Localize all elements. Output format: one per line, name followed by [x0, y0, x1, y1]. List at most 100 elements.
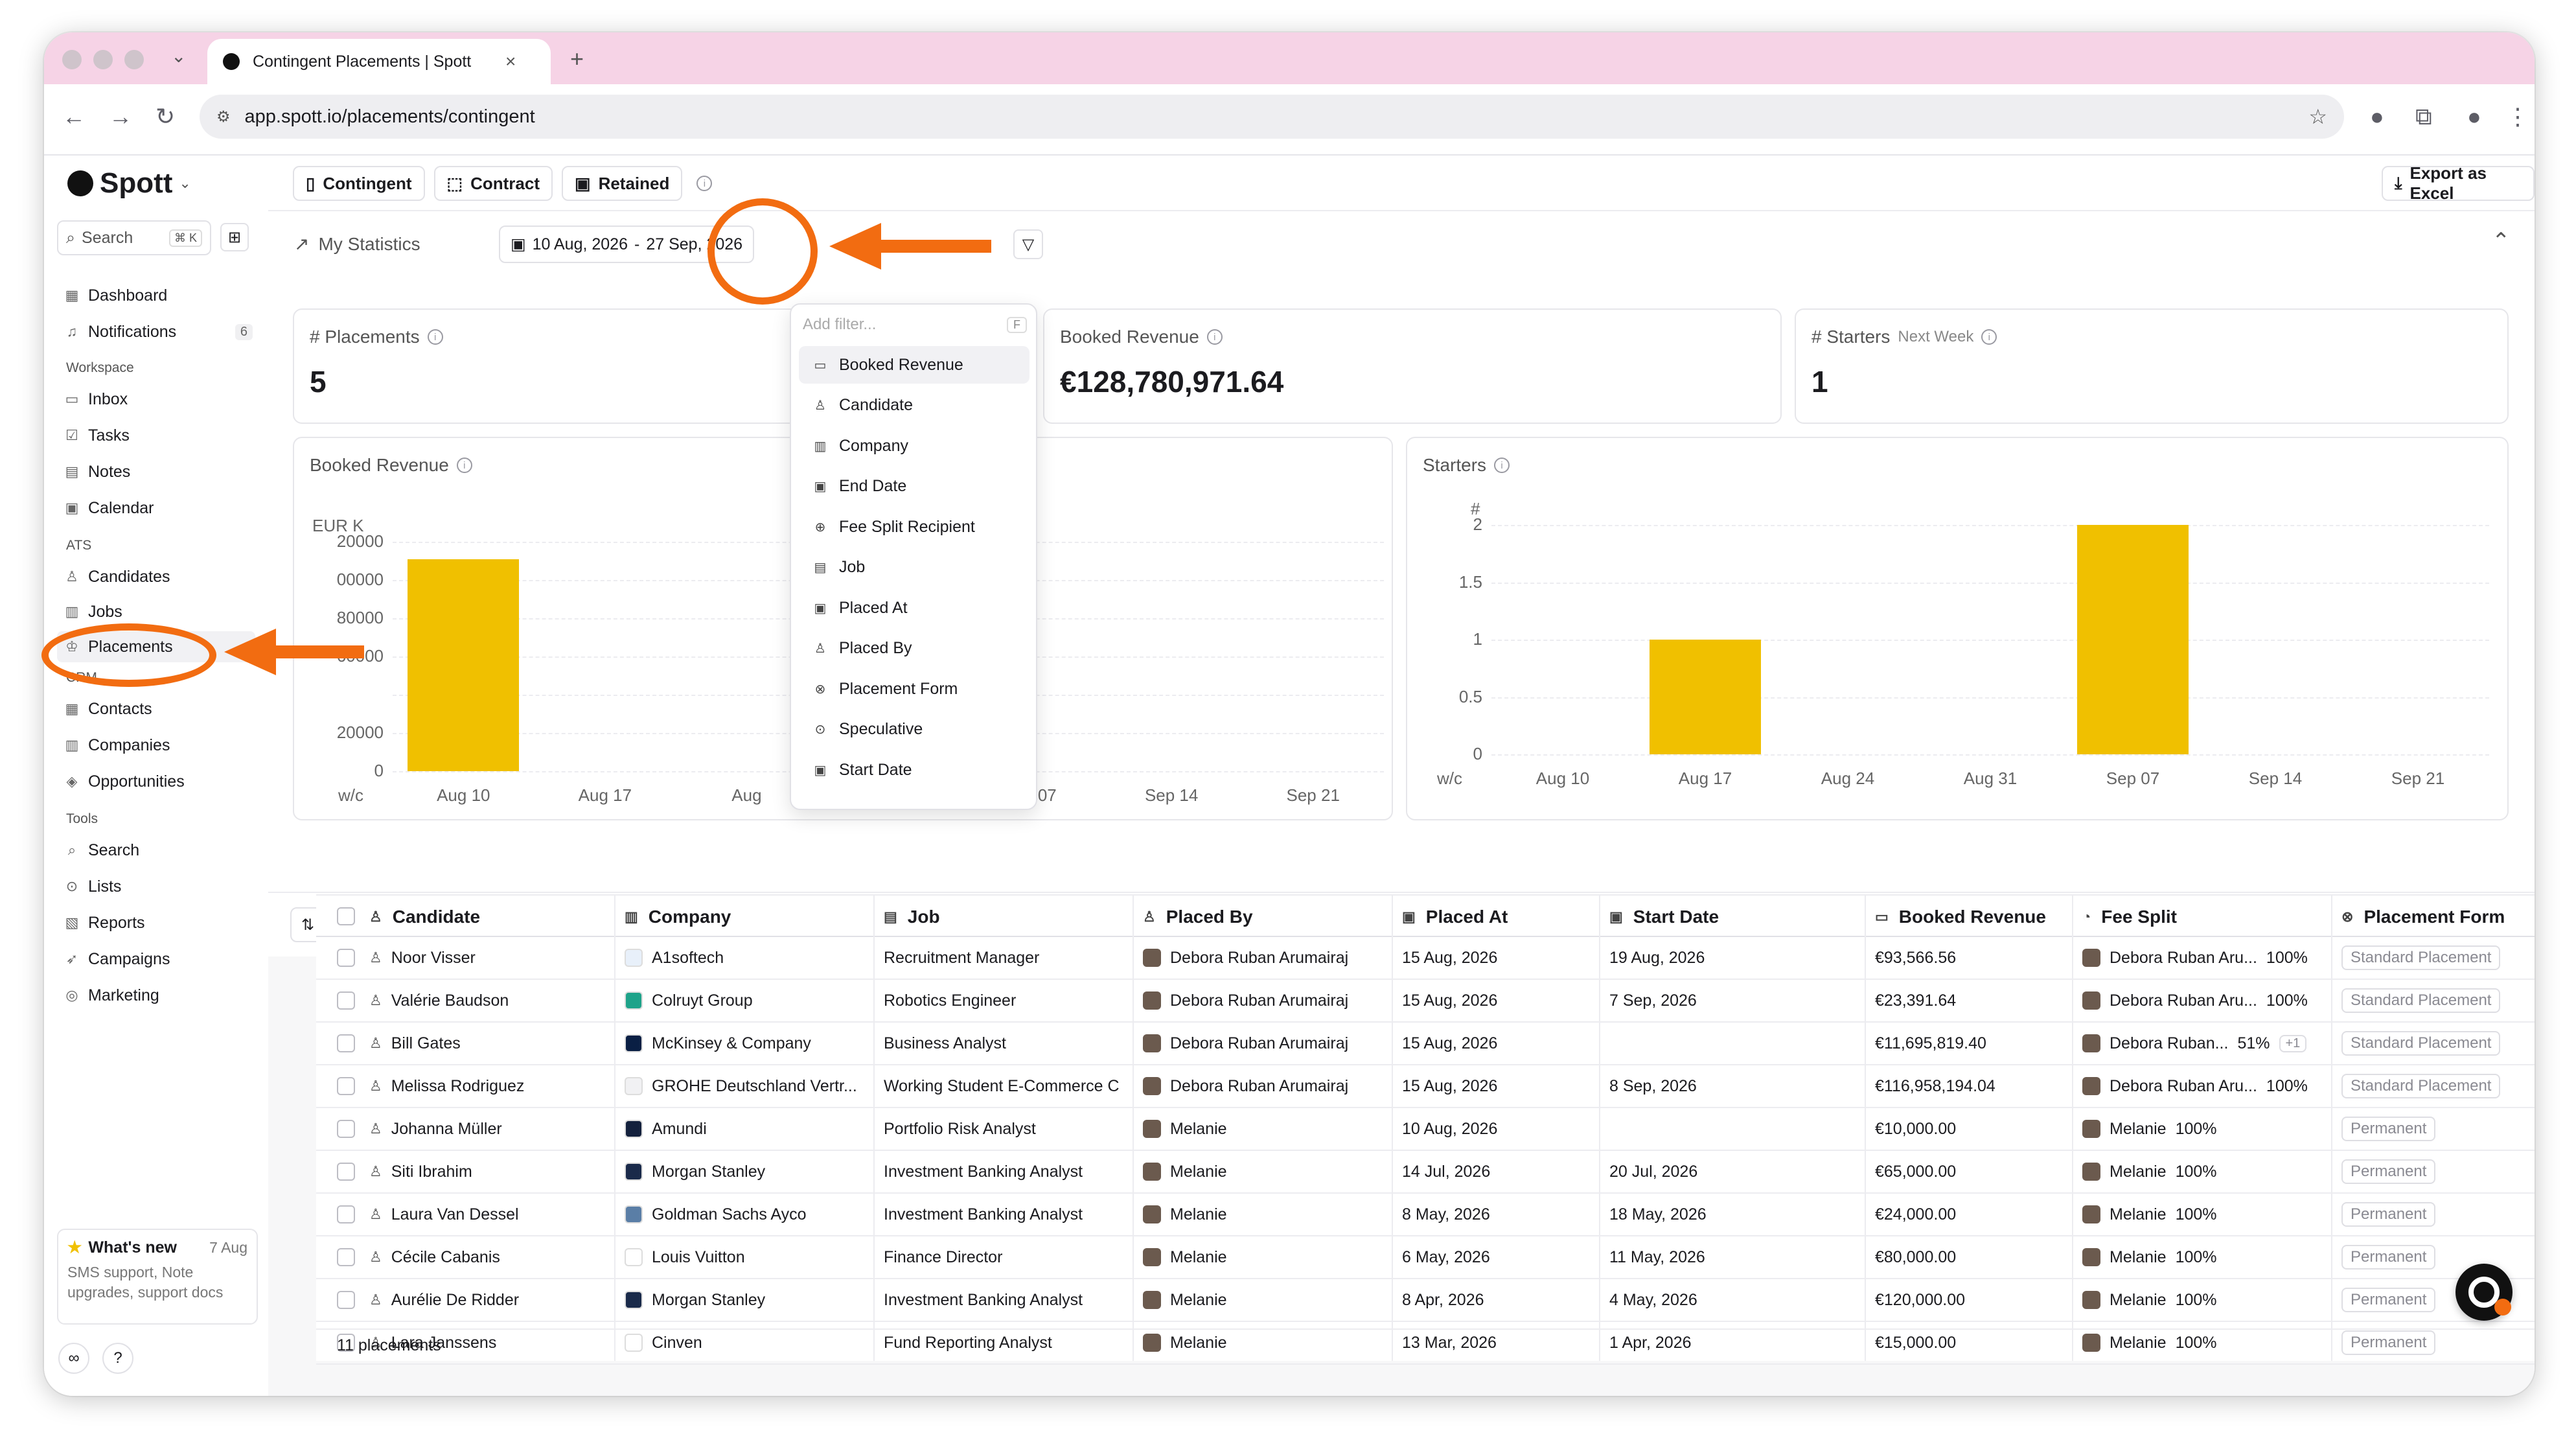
- table-row[interactable]: ♙ Laura Van Dessel Goldman Sachs Ayco Inves…: [316, 1194, 2535, 1236]
- sidebar-item-search[interactable]: ⌕ Search: [65, 835, 139, 866]
- sidebar-item-dashboard[interactable]: ▦ Dashboard: [65, 280, 168, 311]
- column-header-placement-form[interactable]: ⊗ Placement Form: [2331, 896, 2535, 938]
- sidebar-item-calendar[interactable]: ▣ Calendar: [65, 493, 154, 524]
- tab-contract[interactable]: ⬚ Contract: [433, 166, 553, 201]
- site-settings-icon[interactable]: ⚙: [216, 108, 231, 126]
- sidebar-item-lists[interactable]: ⊙ Lists: [65, 871, 122, 902]
- filter-option-start-date[interactable]: ▣ Start Date: [799, 751, 1029, 789]
- maximize-window-button[interactable]: [124, 50, 144, 69]
- link-icon[interactable]: ∞: [58, 1343, 89, 1374]
- info-icon[interactable]: i: [456, 458, 472, 473]
- column-header-fee-split[interactable]: ◔ Fee Split: [2072, 896, 2331, 938]
- select-all-checkbox[interactable]: [337, 907, 355, 925]
- info-icon[interactable]: i: [427, 329, 443, 345]
- sidebar-item-tasks[interactable]: ☑ Tasks: [65, 420, 130, 451]
- filter-option-placed-by[interactable]: ♙ Placed By: [799, 630, 1029, 667]
- filter-option-company[interactable]: ▥ Company: [799, 427, 1029, 465]
- row-checkbox[interactable]: [337, 949, 355, 967]
- column-header-placed-at[interactable]: ▣ Placed At: [1392, 896, 1599, 938]
- bar-aug-17[interactable]: [1650, 640, 1761, 754]
- collapse-chevron-icon[interactable]: ⌃: [2492, 229, 2511, 253]
- table-row[interactable]: ♙ Siti Ibrahim Morgan Stanley Investment Ba…: [316, 1151, 2535, 1194]
- puzzle-icon[interactable]: ⧉: [2415, 103, 2432, 130]
- tabs-info-icon[interactable]: i: [691, 166, 713, 201]
- placement-form-badge[interactable]: Standard Placement: [2341, 1074, 2501, 1098]
- row-checkbox[interactable]: [337, 1163, 355, 1181]
- row-checkbox[interactable]: [337, 1120, 355, 1138]
- table-row[interactable]: ♙ Noor Visser A1softech Recruitment Manager…: [316, 937, 2535, 980]
- sidebar-item-notes[interactable]: ▤ Notes: [65, 456, 131, 487]
- profile-icon[interactable]: ●: [2467, 103, 2481, 130]
- table-row[interactable]: ♙ Cécile Cabanis Louis Vuitton Finance Dire…: [316, 1236, 2535, 1279]
- bar-aug-10[interactable]: [408, 559, 520, 771]
- bookmark-star-icon[interactable]: ☆: [2308, 105, 2327, 128]
- sidebar-item-candidates[interactable]: ♙ Candidates: [65, 561, 170, 592]
- placement-form-badge[interactable]: Permanent: [2341, 1330, 2436, 1355]
- browser-tab[interactable]: Contingent Placements | Spott ×: [207, 39, 551, 84]
- filter-option-booked-revenue[interactable]: ▭ Booked Revenue: [799, 346, 1029, 384]
- column-header-start-date[interactable]: ▣ Start Date: [1599, 896, 1865, 938]
- table-row[interactable]: ♙ Johanna Müller Amundi Portfolio Risk Anal…: [316, 1108, 2535, 1151]
- row-checkbox[interactable]: [337, 991, 355, 1010]
- row-checkbox[interactable]: [337, 1291, 355, 1309]
- placement-form-badge[interactable]: Permanent: [2341, 1288, 2436, 1312]
- tab-retained[interactable]: ▣ Retained: [561, 166, 683, 201]
- row-checkbox[interactable]: [337, 1034, 355, 1052]
- placement-form-badge[interactable]: Permanent: [2341, 1159, 2436, 1184]
- placement-form-badge[interactable]: Standard Placement: [2341, 945, 2501, 970]
- tab-contingent[interactable]: ▯ Contingent: [293, 166, 425, 201]
- close-tab-icon[interactable]: ×: [505, 51, 516, 71]
- filter-option-candidate[interactable]: ♙ Candidate: [799, 387, 1029, 424]
- filter-option-speculative[interactable]: ⊙ Speculative: [799, 711, 1029, 748]
- placement-form-badge[interactable]: Permanent: [2341, 1202, 2436, 1227]
- table-row[interactable]: ♙ Valérie Baudson Colruyt Group Robotics En…: [316, 980, 2535, 1023]
- forward-icon[interactable]: →: [109, 103, 132, 130]
- sidebar-item-companies[interactable]: ▥ Companies: [65, 730, 170, 761]
- new-item-button[interactable]: ⊞: [220, 223, 249, 251]
- minimize-window-button[interactable]: [93, 50, 113, 69]
- placement-form-badge[interactable]: Permanent: [2341, 1117, 2436, 1141]
- sidebar-item-marketing[interactable]: ◎ Marketing: [65, 980, 159, 1011]
- help-icon[interactable]: ?: [102, 1343, 133, 1374]
- filter-option-end-date[interactable]: ▣ End Date: [799, 468, 1029, 505]
- row-checkbox[interactable]: [337, 1334, 355, 1352]
- close-window-button[interactable]: [62, 50, 82, 69]
- export-excel-button[interactable]: ⤓ Export as Excel: [2382, 163, 2535, 203]
- row-checkbox[interactable]: [337, 1248, 355, 1266]
- filter-option-fee-split-recipient[interactable]: ⊕ Fee Split Recipient: [799, 508, 1029, 546]
- filter-option-job[interactable]: ▤ Job: [799, 549, 1029, 586]
- column-header-placed-by[interactable]: ♙ Placed By: [1133, 896, 1392, 938]
- extension-icon[interactable]: ●: [2370, 103, 2384, 130]
- info-icon[interactable]: i: [1494, 458, 1510, 473]
- column-header-company[interactable]: ▥ Company: [614, 896, 873, 938]
- sidebar-item-reports[interactable]: ▧ Reports: [65, 907, 145, 938]
- statistics-title[interactable]: ↗ My Statistics: [294, 233, 420, 255]
- table-row[interactable]: ♙ Lara Janssens Cinven Fund Reporting Analy…: [316, 1322, 2535, 1365]
- sidebar-item-notifications[interactable]: ♫ Notifications 6: [65, 316, 253, 347]
- address-bar[interactable]: ⚙ app.spott.io/placements/contingent ☆: [200, 95, 2344, 139]
- column-header-job[interactable]: ▤ Job: [873, 896, 1133, 938]
- sidebar-item-contacts[interactable]: ▦ Contacts: [65, 693, 152, 724]
- column-header-candidate[interactable]: ♙ Candidate: [359, 896, 657, 938]
- sidebar-item-inbox[interactable]: ▭ Inbox: [65, 384, 128, 415]
- brand-switcher[interactable]: Spott ⌄: [67, 167, 191, 200]
- tab-list-chevron-icon[interactable]: ⌄: [171, 46, 187, 66]
- table-row[interactable]: ♙ Melissa Rodriguez GROHE Deutschland Vert…: [316, 1065, 2535, 1108]
- whats-new-card[interactable]: ★ What's new 7 Aug SMS support, Note upg…: [57, 1229, 258, 1325]
- menu-kebab-icon[interactable]: ⋮: [2506, 103, 2529, 130]
- back-icon[interactable]: ←: [62, 103, 86, 130]
- sidebar-item-campaigns[interactable]: ➶ Campaigns: [65, 944, 170, 975]
- filter-button[interactable]: ▽: [1013, 229, 1043, 259]
- row-checkbox[interactable]: [337, 1077, 355, 1095]
- chat-launcher-button[interactable]: [2455, 1264, 2513, 1321]
- filter-option-placed-at[interactable]: ▣ Placed At: [799, 589, 1029, 627]
- info-icon[interactable]: i: [1981, 329, 1997, 345]
- table-row[interactable]: ♙ Aurélie De Ridder Morgan Stanley Investme…: [316, 1279, 2535, 1322]
- new-tab-icon[interactable]: +: [570, 45, 584, 72]
- sidebar-item-opportunities[interactable]: ◈ Opportunities: [65, 766, 185, 797]
- column-header-booked-revenue[interactable]: ▭ Booked Revenue: [1865, 896, 2072, 938]
- placement-form-badge[interactable]: Standard Placement: [2341, 988, 2501, 1013]
- placement-form-badge[interactable]: Permanent: [2341, 1245, 2436, 1269]
- row-checkbox[interactable]: [337, 1205, 355, 1223]
- reload-icon[interactable]: ↻: [155, 103, 176, 130]
